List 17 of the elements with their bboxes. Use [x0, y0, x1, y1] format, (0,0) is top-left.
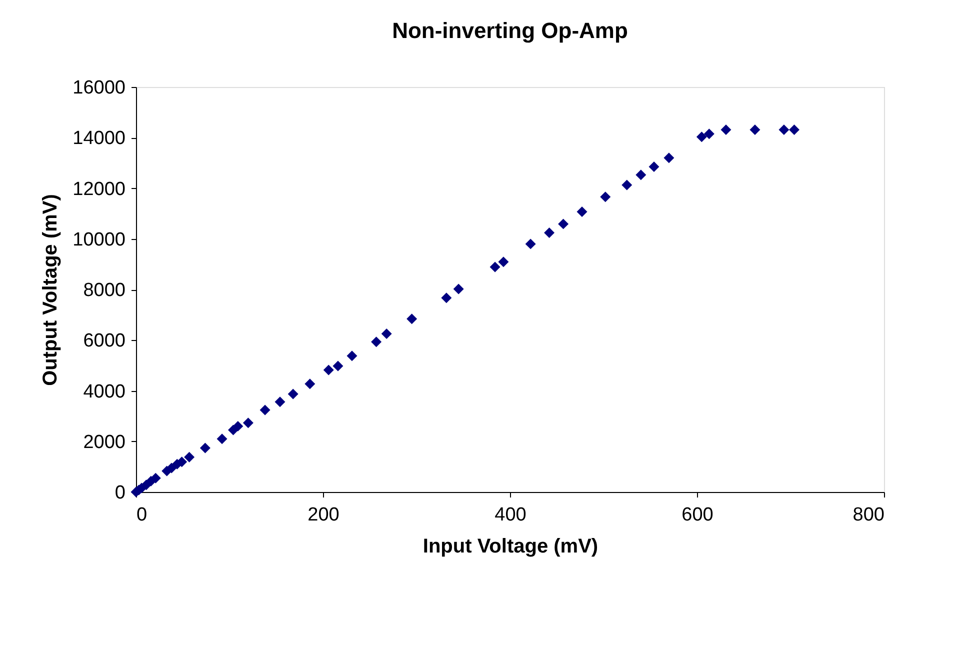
- x-tick-label: 800: [852, 504, 884, 526]
- y-tick-label: 10000: [72, 229, 126, 250]
- y-axis-title: Output Voltage (mV): [40, 194, 62, 386]
- x-tick-label: 0: [136, 504, 148, 526]
- x-tick-label: 400: [494, 504, 526, 526]
- x-tick-label: 600: [682, 504, 714, 526]
- x-tick-label: 200: [308, 504, 340, 526]
- x-axis-title: Input Voltage (mV): [422, 536, 598, 558]
- y-tick-label: 4000: [83, 381, 126, 402]
- y-tick-label: 16000: [72, 78, 126, 98]
- y-tick-label: 12000: [72, 178, 126, 200]
- y-tick-label: 14000: [72, 128, 126, 150]
- chart-title: Non-inverting Op-Amp: [392, 18, 628, 43]
- y-tick-label: 0: [114, 482, 126, 504]
- y-tick-label: 2000: [83, 432, 126, 453]
- y-tick-label: 8000: [83, 280, 126, 301]
- y-tick-label: 6000: [83, 330, 126, 352]
